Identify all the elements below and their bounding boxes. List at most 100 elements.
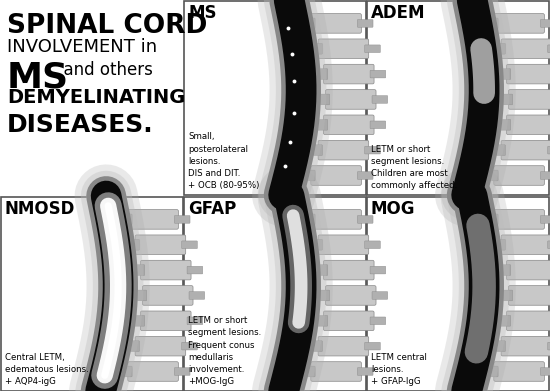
FancyBboxPatch shape: [189, 292, 205, 299]
FancyBboxPatch shape: [472, 366, 498, 377]
FancyBboxPatch shape: [107, 366, 132, 377]
Text: MS: MS: [188, 4, 217, 22]
FancyBboxPatch shape: [485, 69, 511, 79]
FancyBboxPatch shape: [485, 119, 511, 130]
FancyBboxPatch shape: [507, 260, 550, 280]
FancyBboxPatch shape: [541, 172, 550, 179]
FancyBboxPatch shape: [323, 115, 374, 135]
FancyBboxPatch shape: [480, 341, 505, 352]
FancyBboxPatch shape: [297, 341, 322, 352]
FancyBboxPatch shape: [507, 311, 550, 330]
FancyBboxPatch shape: [508, 286, 550, 305]
FancyBboxPatch shape: [114, 341, 139, 352]
FancyBboxPatch shape: [370, 70, 386, 78]
Text: DISEASES.: DISEASES.: [7, 113, 153, 137]
Bar: [366, 0, 548, 194]
FancyBboxPatch shape: [302, 119, 328, 130]
FancyBboxPatch shape: [485, 316, 511, 326]
FancyBboxPatch shape: [472, 18, 498, 29]
FancyBboxPatch shape: [128, 362, 178, 381]
FancyBboxPatch shape: [501, 140, 550, 160]
FancyBboxPatch shape: [323, 260, 374, 280]
FancyBboxPatch shape: [494, 166, 544, 185]
Text: GFAP: GFAP: [188, 200, 236, 218]
FancyBboxPatch shape: [548, 146, 550, 154]
FancyBboxPatch shape: [128, 210, 178, 229]
FancyBboxPatch shape: [323, 311, 374, 330]
FancyBboxPatch shape: [507, 64, 550, 84]
FancyBboxPatch shape: [318, 336, 368, 356]
FancyBboxPatch shape: [297, 239, 322, 250]
FancyBboxPatch shape: [142, 286, 193, 305]
FancyBboxPatch shape: [365, 343, 381, 350]
FancyBboxPatch shape: [311, 14, 361, 33]
FancyBboxPatch shape: [501, 336, 550, 356]
Bar: [184, 0, 366, 194]
FancyBboxPatch shape: [358, 172, 373, 179]
FancyBboxPatch shape: [372, 292, 388, 299]
FancyBboxPatch shape: [487, 290, 513, 301]
FancyBboxPatch shape: [507, 115, 550, 135]
FancyBboxPatch shape: [174, 215, 190, 223]
FancyBboxPatch shape: [494, 14, 544, 33]
Text: DEMYELINATING: DEMYELINATING: [7, 88, 185, 107]
FancyBboxPatch shape: [187, 317, 203, 325]
FancyBboxPatch shape: [548, 241, 550, 249]
FancyBboxPatch shape: [318, 235, 368, 255]
FancyBboxPatch shape: [174, 368, 190, 375]
FancyBboxPatch shape: [318, 39, 368, 59]
Text: Small,
posterolateral
lesions.
DIS and DIT.
+ OCB (80-95%): Small, posterolateral lesions. DIS and D…: [188, 133, 260, 190]
FancyBboxPatch shape: [548, 45, 550, 52]
Bar: [1, 197, 183, 391]
Text: LETM or short
segment lesions.
Children are most
commonly affected.: LETM or short segment lesions. Children …: [371, 145, 457, 190]
FancyBboxPatch shape: [289, 18, 315, 29]
FancyBboxPatch shape: [311, 166, 361, 185]
Text: and others: and others: [53, 61, 153, 79]
FancyBboxPatch shape: [485, 265, 511, 275]
FancyBboxPatch shape: [372, 96, 388, 103]
FancyBboxPatch shape: [487, 94, 513, 105]
FancyBboxPatch shape: [304, 94, 330, 105]
FancyBboxPatch shape: [135, 235, 186, 255]
FancyBboxPatch shape: [121, 290, 147, 301]
Text: MS: MS: [7, 61, 69, 95]
FancyBboxPatch shape: [508, 90, 550, 109]
FancyBboxPatch shape: [135, 336, 186, 356]
FancyBboxPatch shape: [119, 316, 145, 326]
FancyBboxPatch shape: [494, 362, 544, 381]
FancyBboxPatch shape: [289, 366, 315, 377]
FancyBboxPatch shape: [541, 215, 550, 223]
FancyBboxPatch shape: [323, 64, 374, 84]
FancyBboxPatch shape: [480, 239, 505, 250]
FancyBboxPatch shape: [318, 140, 368, 160]
Text: LETM or short
segment lesions.
Frequent conus
medullaris
involvement.
+MOG-IgG: LETM or short segment lesions. Frequent …: [188, 316, 261, 386]
Text: Central LETM,
edematous lesions.
+ AQP4-igG: Central LETM, edematous lesions. + AQP4-…: [5, 353, 89, 386]
FancyBboxPatch shape: [541, 368, 550, 375]
FancyBboxPatch shape: [297, 145, 322, 156]
Text: INVOLVEMENT in: INVOLVEMENT in: [7, 38, 157, 56]
FancyBboxPatch shape: [107, 214, 132, 225]
FancyBboxPatch shape: [119, 265, 145, 275]
Text: LETM central
lesions.
+ GFAP-IgG: LETM central lesions. + GFAP-IgG: [371, 353, 427, 386]
FancyBboxPatch shape: [311, 362, 361, 381]
Bar: [184, 197, 366, 391]
FancyBboxPatch shape: [302, 265, 328, 275]
FancyBboxPatch shape: [140, 311, 191, 330]
Text: NMOSD: NMOSD: [5, 200, 75, 218]
FancyBboxPatch shape: [187, 266, 203, 274]
FancyBboxPatch shape: [370, 266, 386, 274]
FancyBboxPatch shape: [302, 69, 328, 79]
FancyBboxPatch shape: [365, 45, 381, 52]
FancyBboxPatch shape: [358, 215, 373, 223]
FancyBboxPatch shape: [494, 210, 544, 229]
FancyBboxPatch shape: [297, 43, 322, 54]
FancyBboxPatch shape: [326, 90, 376, 109]
FancyBboxPatch shape: [302, 316, 328, 326]
Text: MOG: MOG: [371, 200, 415, 218]
FancyBboxPatch shape: [289, 170, 315, 181]
FancyBboxPatch shape: [358, 20, 373, 27]
FancyBboxPatch shape: [541, 20, 550, 27]
FancyBboxPatch shape: [289, 214, 315, 225]
FancyBboxPatch shape: [140, 260, 191, 280]
FancyBboxPatch shape: [501, 235, 550, 255]
